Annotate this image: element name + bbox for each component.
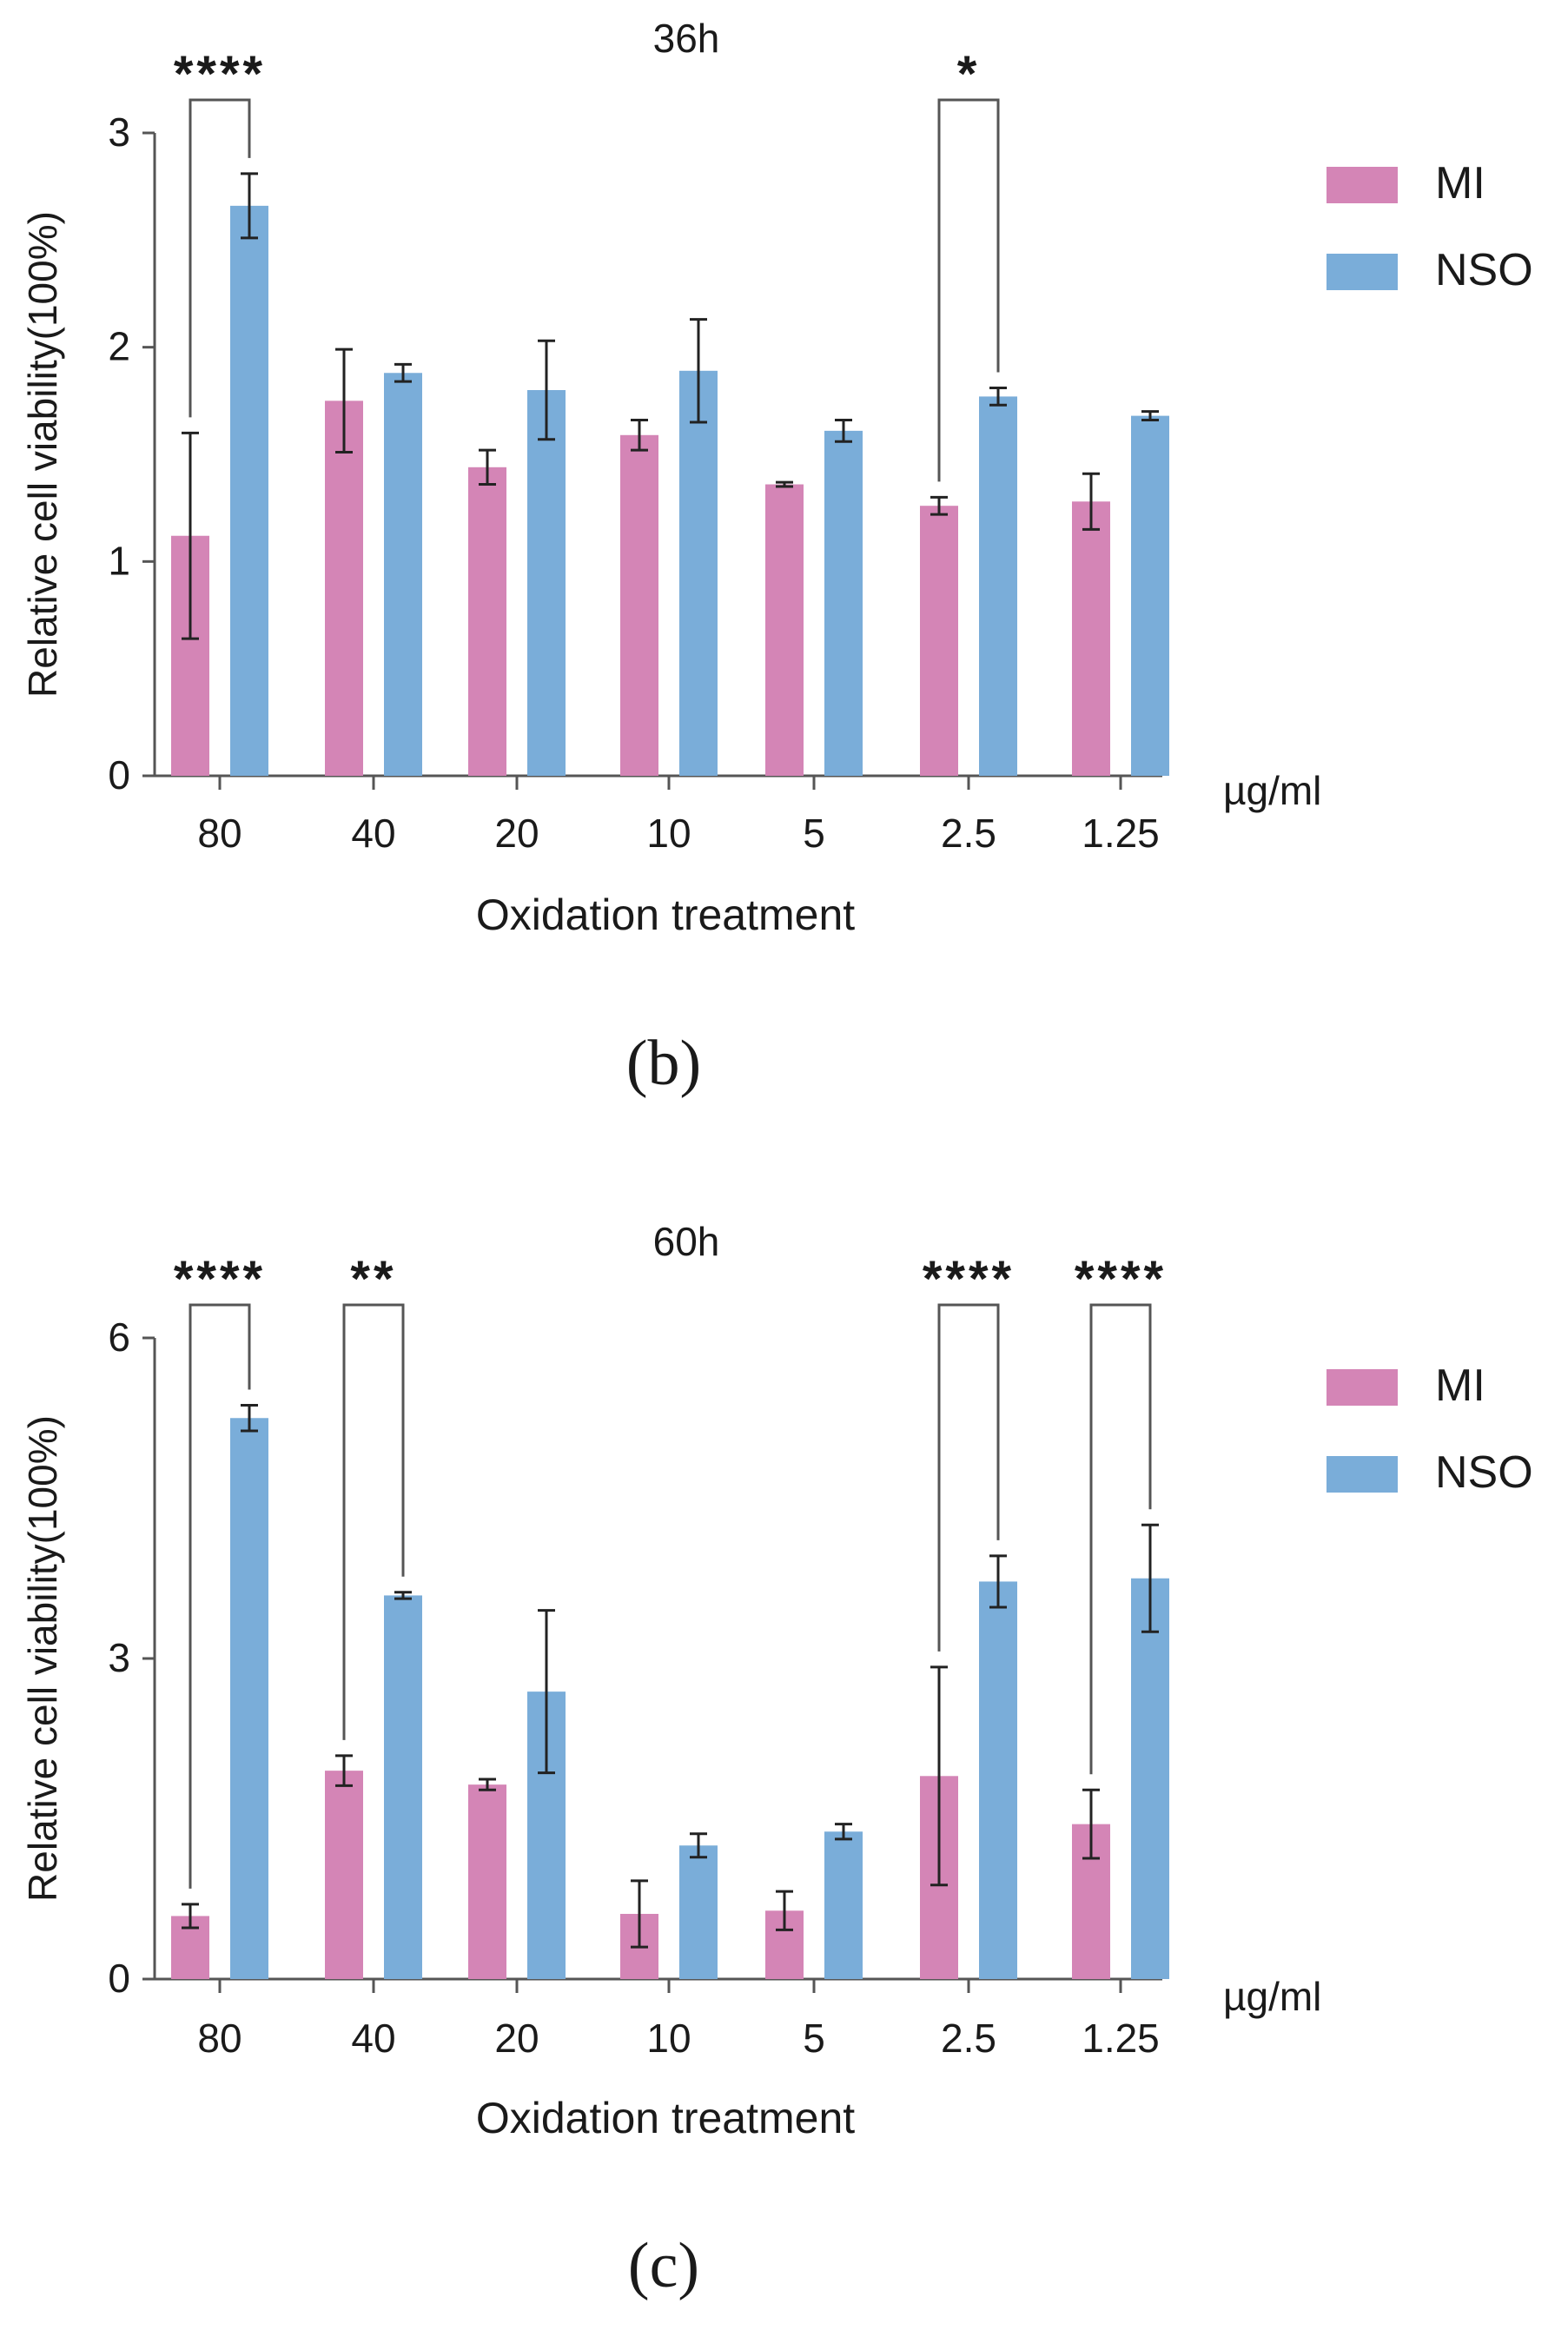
chart-title: 60h xyxy=(653,1219,720,1264)
x-unit-label: µg/ml xyxy=(1223,1974,1321,2019)
bar-NSO-5 xyxy=(824,430,863,776)
y-tick-label: 0 xyxy=(108,752,130,798)
legend-label-MI: MI xyxy=(1435,1360,1485,1411)
y-axis-label: Relative cell viability(100%) xyxy=(20,211,65,698)
bar-MI-1.25 xyxy=(1072,501,1110,776)
legend-swatch-NSO xyxy=(1327,1456,1398,1493)
significance-label: **** xyxy=(174,46,266,103)
significance-label: **** xyxy=(1075,1251,1167,1308)
legend-swatch-MI xyxy=(1327,1369,1398,1406)
y-axis-label: Relative cell viability(100%) xyxy=(20,1415,65,1902)
x-tick-label: 20 xyxy=(494,2016,539,2061)
y-tick-label: 3 xyxy=(108,1635,130,1680)
bar-NSO-10 xyxy=(679,370,718,776)
bar-MI-40 xyxy=(325,1771,363,1979)
significance-label: **** xyxy=(174,1251,266,1308)
legend-swatch-MI xyxy=(1327,167,1398,203)
x-tick-label: 40 xyxy=(351,2016,395,2061)
x-tick-label: 2.5 xyxy=(941,2016,996,2061)
x-tick-label: 20 xyxy=(494,811,539,856)
x-tick-label: 2.5 xyxy=(941,811,996,856)
significance-bracket xyxy=(937,1303,1000,1652)
x-axis-label: Oxidation treatment xyxy=(476,890,855,939)
x-tick-label: 5 xyxy=(803,811,825,856)
legend-label-NSO: NSO xyxy=(1435,245,1533,295)
bar-NSO-2.5 xyxy=(979,396,1017,776)
x-tick-label: 10 xyxy=(646,2016,691,2061)
x-unit-label: µg/ml xyxy=(1223,768,1321,813)
x-tick-label: 80 xyxy=(197,2016,241,2061)
significance-label: **** xyxy=(923,1251,1015,1308)
y-tick-label: 6 xyxy=(108,1314,130,1360)
y-tick-label: 0 xyxy=(108,1956,130,2001)
panel-label: (c) xyxy=(628,2230,699,2301)
significance-label: * xyxy=(957,46,981,103)
x-tick-label: 10 xyxy=(646,811,691,856)
significance-bracket xyxy=(937,98,1000,482)
legend-label-NSO: NSO xyxy=(1435,1447,1533,1498)
bar-MI-40 xyxy=(325,401,363,776)
x-tick-label: 40 xyxy=(351,811,395,856)
chart-title: 36h xyxy=(653,16,720,61)
significance-bracket xyxy=(189,1303,251,1889)
bar-MI-20 xyxy=(468,1784,506,1979)
bar-NSO-5 xyxy=(824,1831,863,1979)
x-tick-label: 5 xyxy=(803,2016,825,2061)
bar-NSO-40 xyxy=(384,373,422,776)
bar-NSO-2.5 xyxy=(979,1581,1017,1979)
chart-panel-36h: 36h 0 1 2 3 Relative cell viability(100%) µg/m… xyxy=(20,16,1533,1099)
bar-MI-10 xyxy=(620,434,658,776)
x-axis-label: Oxidation treatment xyxy=(476,2094,855,2142)
x-tick-label: 1.25 xyxy=(1082,811,1160,856)
legend-swatch-NSO xyxy=(1327,254,1398,290)
bar-NSO-1.25 xyxy=(1131,1578,1169,1979)
y-tick-label: 2 xyxy=(108,324,130,369)
bar-NSO-80 xyxy=(230,1418,268,1979)
bar-NSO-40 xyxy=(384,1595,422,1979)
y-tick-label: 3 xyxy=(108,109,130,155)
y-tick-label: 1 xyxy=(108,538,130,583)
bar-NSO-10 xyxy=(679,1845,718,1979)
bar-MI-5 xyxy=(765,484,804,776)
panel-label: (b) xyxy=(626,1028,701,1099)
bar-NSO-1.25 xyxy=(1131,415,1169,776)
significance-bracket xyxy=(189,98,251,418)
chart-panel-60h: 60h 0 3 6 Relative cell viability(100%) µg/ml… xyxy=(20,1219,1533,2301)
bar-MI-2.5 xyxy=(920,506,958,776)
x-tick-label: 1.25 xyxy=(1082,2016,1160,2061)
bar-MI-20 xyxy=(468,467,506,776)
x-tick-label: 80 xyxy=(197,811,241,856)
significance-bracket xyxy=(342,1303,405,1740)
legend-label-MI: MI xyxy=(1435,158,1485,209)
bar-NSO-20 xyxy=(527,390,566,776)
significance-bracket xyxy=(1089,1303,1152,1775)
significance-label: ** xyxy=(350,1251,396,1308)
bar-NSO-80 xyxy=(230,205,268,776)
